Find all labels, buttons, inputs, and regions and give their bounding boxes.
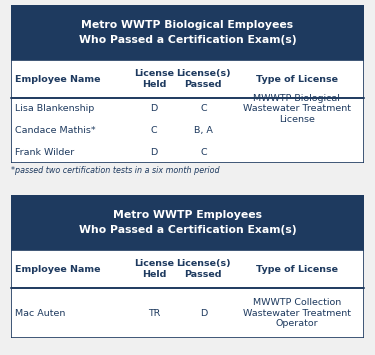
Text: Lisa Blankenship: Lisa Blankenship bbox=[15, 104, 95, 113]
Text: Mac Auten: Mac Auten bbox=[15, 308, 66, 317]
Text: *passed two certification tests in a six month period: *passed two certification tests in a six… bbox=[11, 166, 220, 175]
Text: B, A: B, A bbox=[194, 126, 213, 135]
Text: Who Passed a Certification Exam(s): Who Passed a Certification Exam(s) bbox=[79, 35, 296, 45]
Text: Metro WWTP Employees: Metro WWTP Employees bbox=[113, 211, 262, 220]
Text: Employee Name: Employee Name bbox=[15, 75, 101, 83]
Text: MWWTP Biological
Wastewater Treatment
License: MWWTP Biological Wastewater Treatment Li… bbox=[243, 94, 351, 124]
Text: Type of License: Type of License bbox=[256, 264, 338, 273]
Text: D: D bbox=[150, 148, 158, 157]
Text: Candace Mathis*: Candace Mathis* bbox=[15, 126, 96, 135]
Text: License
Held: License Held bbox=[134, 259, 174, 279]
Text: D: D bbox=[150, 104, 158, 113]
Text: MWWTP Collection
Wastewater Treatment
Operator: MWWTP Collection Wastewater Treatment Op… bbox=[243, 298, 351, 328]
Text: License(s)
Passed: License(s) Passed bbox=[176, 259, 231, 279]
Text: C: C bbox=[151, 126, 157, 135]
Text: License
Held: License Held bbox=[134, 69, 174, 89]
Text: Metro WWTP Biological Employees: Metro WWTP Biological Employees bbox=[81, 20, 294, 30]
Text: C: C bbox=[200, 148, 207, 157]
Text: Frank Wilder: Frank Wilder bbox=[15, 148, 75, 157]
Text: D: D bbox=[200, 308, 207, 317]
Text: C: C bbox=[200, 104, 207, 113]
Text: License(s)
Passed: License(s) Passed bbox=[176, 69, 231, 89]
Text: Who Passed a Certification Exam(s): Who Passed a Certification Exam(s) bbox=[79, 225, 296, 235]
Text: Employee Name: Employee Name bbox=[15, 264, 101, 273]
Text: Type of License: Type of License bbox=[256, 75, 338, 83]
Text: TR: TR bbox=[148, 308, 160, 317]
